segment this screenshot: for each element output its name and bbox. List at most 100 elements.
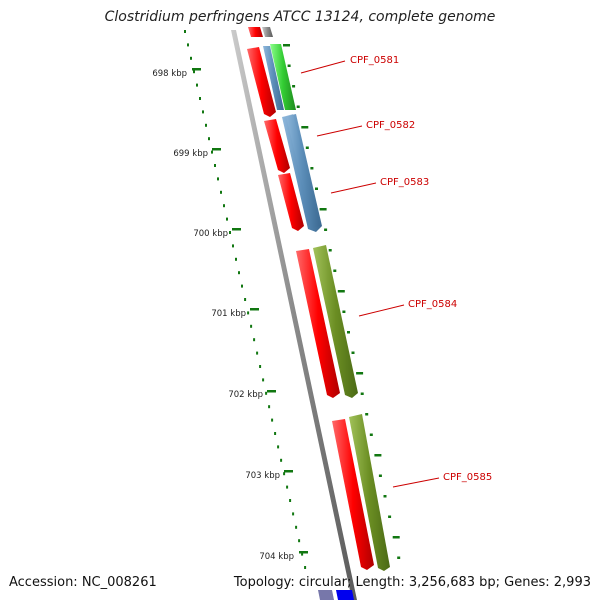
outer-tick: [392, 536, 400, 539]
ruler-dot: [193, 70, 195, 74]
outer-tick: [351, 351, 355, 354]
outer-tick: [356, 372, 364, 375]
ruler-dot: [250, 324, 253, 328]
outer-tick: [296, 105, 300, 108]
sequence-backbone: [231, 30, 357, 600]
cds-feature: [332, 419, 374, 570]
outer-tick: [319, 208, 327, 211]
cds-fragment-top-grey: [262, 27, 273, 37]
label-leaders: [300, 60, 440, 488]
ruler-dot: [247, 311, 250, 315]
gene-feature-cpf-0584[interactable]: [313, 245, 358, 398]
gene-label-cpf-0582[interactable]: CPF_0582: [366, 120, 415, 131]
ruler-major-tick: [267, 390, 276, 393]
outer-tick: [369, 433, 373, 436]
ruler-dot: [283, 472, 286, 476]
kbp-ruler: [184, 30, 308, 569]
ruler-dot: [262, 378, 265, 382]
ruler-major-tick: [299, 551, 308, 554]
ruler-dot: [256, 351, 259, 355]
outer-tick: [328, 249, 332, 252]
ruler-major-tick: [284, 470, 293, 473]
ruler-dot: [217, 177, 219, 181]
ruler-label: 699 kbp: [173, 149, 208, 159]
ruler-dot: [202, 110, 204, 114]
gene-label-cpf-0584[interactable]: CPF_0584: [408, 299, 457, 310]
gene-feature-cpf-0581-partial: [263, 46, 284, 110]
ruler-dot: [229, 231, 231, 234]
ruler-major-tick: [192, 68, 201, 71]
cds-feature: [247, 47, 276, 117]
outer-tick: [383, 495, 387, 498]
outer-tick: [283, 44, 290, 47]
gene-feature-cpf-0581[interactable]: [270, 44, 296, 110]
outer-tick: [310, 167, 314, 170]
outer-tick: [360, 392, 364, 395]
outer-tick: [301, 126, 309, 129]
ruler-label: 703 kbp: [245, 471, 280, 481]
ruler-dot: [220, 190, 222, 194]
gene-label-cpf-0585[interactable]: CPF_0585: [443, 472, 492, 483]
gene-label-cpf-0583[interactable]: CPF_0583: [380, 177, 429, 188]
topology-text: Topology: circular; Length: 3,256,683 bp…: [233, 575, 591, 590]
outer-tick: [337, 290, 345, 293]
ruler-dot: [211, 150, 213, 154]
ruler-label: 701 kbp: [211, 309, 246, 319]
ruler-dot: [253, 338, 256, 342]
ruler-major-tick: [212, 148, 221, 151]
cds-feature: [264, 119, 290, 173]
gene-label-cpf-0581[interactable]: CPF_0581: [350, 55, 399, 66]
outer-tick: [365, 413, 369, 416]
ruler-label: 704 kbp: [259, 552, 294, 562]
cds-feature: [278, 173, 304, 231]
ruler-dot: [190, 56, 192, 60]
outer-tick: [397, 556, 401, 559]
accession-text: Accession: NC_008261: [9, 575, 157, 590]
outer-tick: [342, 310, 346, 313]
outer-tick: [287, 64, 291, 67]
outer-tick: [374, 454, 382, 457]
ruler-dot: [205, 123, 207, 127]
ruler-label: 698 kbp: [152, 69, 187, 79]
ruler-dot: [241, 284, 243, 288]
ruler-label: 700 kbp: [193, 229, 228, 239]
ruler-dot: [238, 271, 240, 275]
outer-tick: [305, 146, 309, 149]
ruler-dot: [280, 458, 283, 462]
ruler-dot: [226, 217, 228, 221]
ruler-dot: [295, 525, 298, 529]
map-title: Clostridium perfringens ATCC 13124, comp…: [104, 9, 496, 25]
ruler-dot: [232, 244, 234, 248]
outer-tick: [378, 474, 382, 477]
ruler-dot: [259, 365, 262, 368]
gene-feature-cpf-0585[interactable]: [349, 414, 390, 571]
ruler-dot: [244, 298, 247, 301]
ruler-dot: [277, 445, 280, 449]
ruler-dot: [301, 552, 304, 556]
outer-tick: [292, 85, 296, 88]
ruler-dot: [292, 512, 295, 516]
ruler-dot: [199, 97, 201, 100]
cds-fragment-bottom: [318, 590, 334, 600]
ruler-dot: [268, 405, 271, 409]
ruler-dot: [208, 137, 210, 141]
outer-tick: [315, 187, 318, 190]
ruler-major-tick: [232, 228, 241, 231]
ruler-dot: [184, 30, 186, 33]
ruler-dot: [223, 204, 225, 208]
gene-feature-cpf-0583[interactable]: [286, 114, 320, 228]
outer-tick: [324, 228, 328, 231]
ruler-dot: [187, 43, 189, 47]
outer-tick: [347, 331, 350, 334]
ruler-dot: [298, 539, 301, 543]
outer-tick: [388, 515, 392, 518]
ruler-dot: [265, 391, 268, 395]
cds-fragment-top: [248, 27, 263, 37]
outer-tick: [333, 269, 337, 272]
ruler-dot: [304, 566, 307, 569]
ruler-dot: [235, 257, 237, 261]
ruler-dot: [274, 432, 277, 435]
cds-fragment-bottom-blue: [336, 590, 354, 600]
ruler-dot: [196, 83, 198, 87]
